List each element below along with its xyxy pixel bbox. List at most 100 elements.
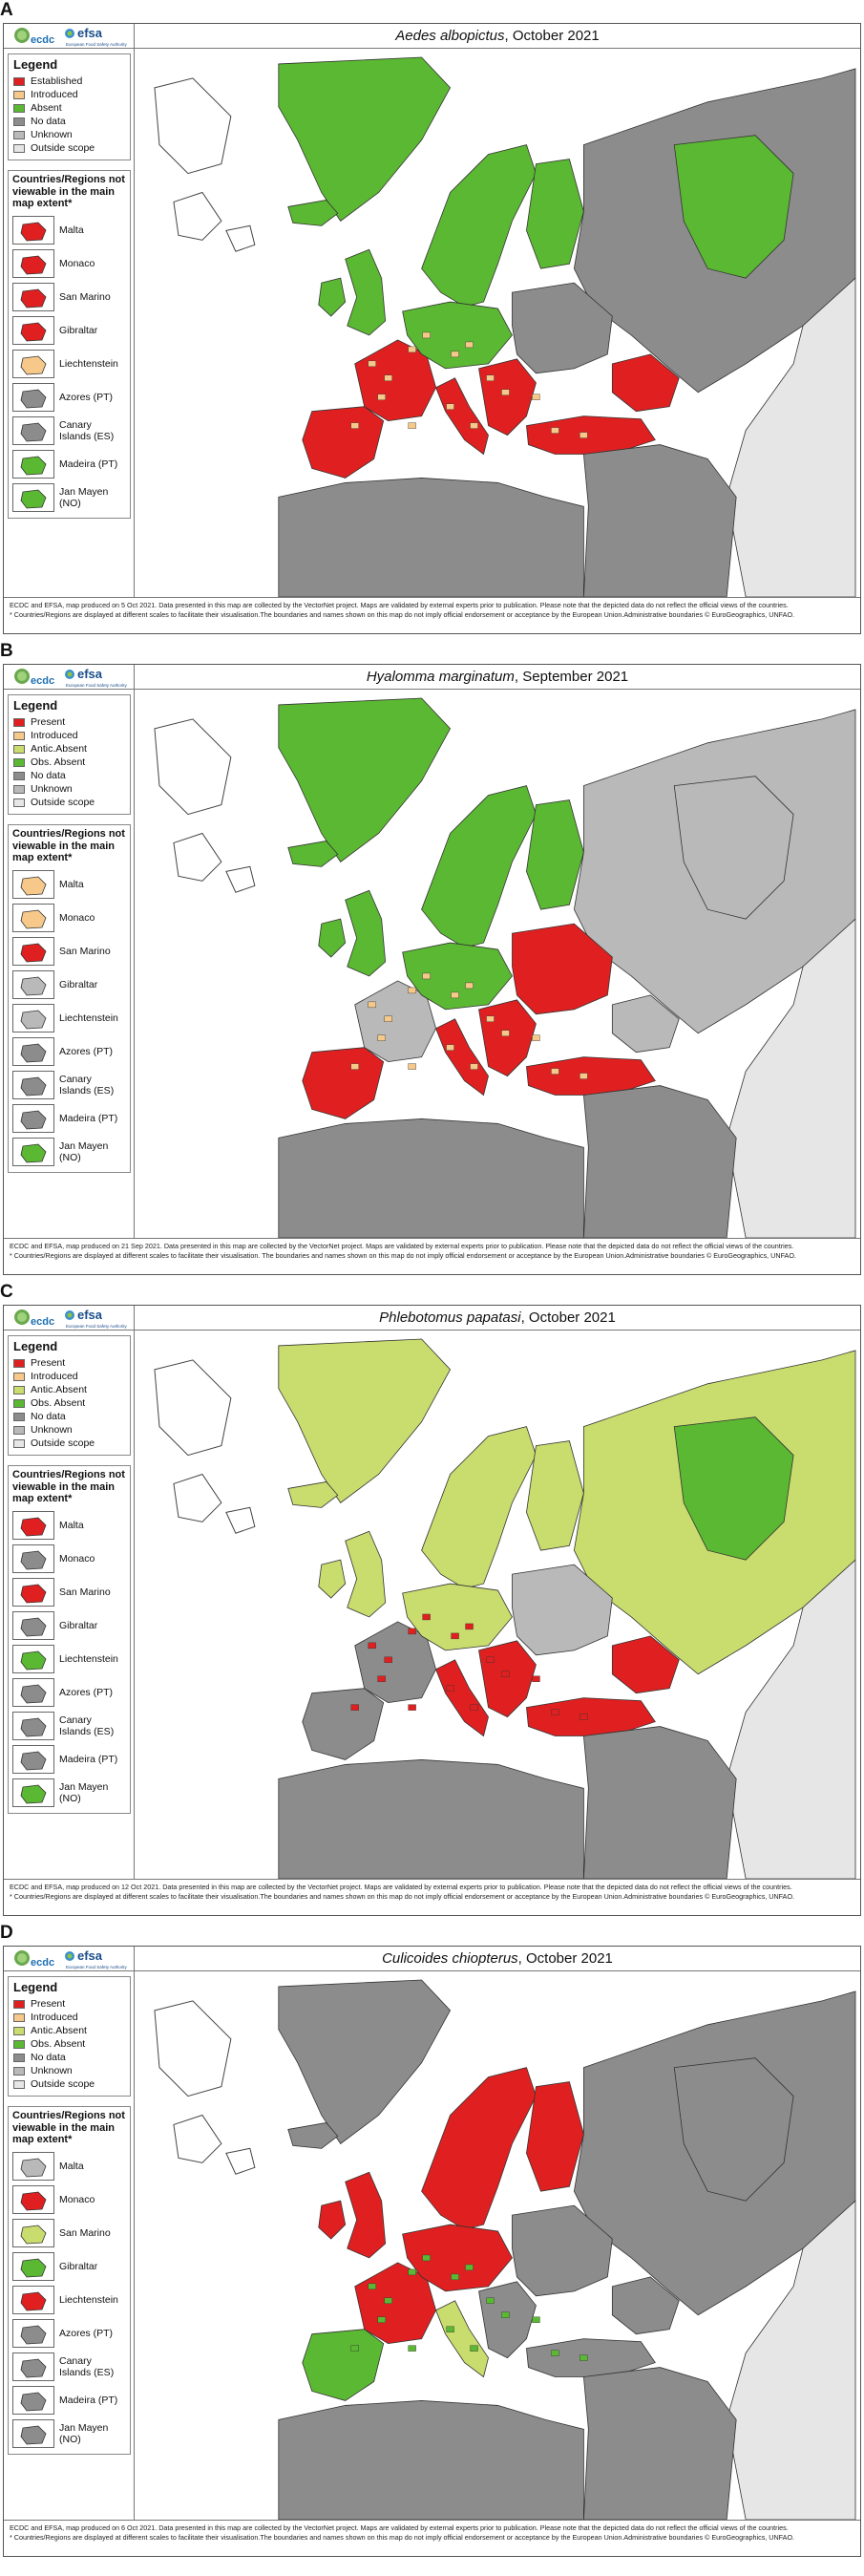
- subregion-patch: [408, 1704, 416, 1711]
- subregion-patch: [551, 1709, 559, 1715]
- inset-title: Countries/Regions not viewable in the ma…: [12, 2110, 125, 2145]
- region-finland: [526, 799, 584, 910]
- inset-map-icon: [12, 1778, 54, 1807]
- outline-land: [173, 191, 222, 241]
- species-name: Aedes albopictus: [395, 28, 505, 44]
- region-central-europe: [402, 2224, 513, 2292]
- subregion-patch: [422, 1613, 431, 1621]
- outline-land: [225, 865, 256, 893]
- legend-sidebar: Legend Present Introduced Antic.Absent Obs. …: [4, 1331, 135, 1879]
- region-eastern-europe: [512, 923, 613, 1015]
- region-middle-east: [582, 444, 737, 597]
- inset-label: San Marino: [59, 291, 111, 303]
- legend-swatch: [13, 90, 25, 99]
- subregion-patch: [377, 1034, 386, 1041]
- legend-item: Antic.Absent: [13, 2024, 125, 2037]
- inset-item: Gibraltar: [12, 969, 126, 1002]
- inset-label: Malta: [59, 2161, 84, 2172]
- title-bar: ecdc efsa European Food Safety Authority Ae…: [4, 24, 860, 49]
- region-russia-east: [726, 277, 856, 597]
- legend-item: Unknown: [13, 128, 125, 141]
- legend-label: No data: [31, 116, 66, 127]
- europe-map: [136, 1972, 860, 2520]
- region-greenland: [278, 697, 452, 862]
- species-name: Phlebotomus papatasi: [379, 1309, 521, 1326]
- title-bar: ecdc efsa European Food Safety Authority Cu…: [4, 1947, 860, 1971]
- region-north-africa: [278, 2400, 584, 2520]
- inset-label: Malta: [59, 1520, 84, 1531]
- region-central-europe: [402, 942, 513, 1011]
- inset-label: Gibraltar: [59, 979, 98, 990]
- legend-item: Obs. Absent: [13, 2037, 125, 2051]
- inset-label: Monaco: [59, 2194, 95, 2205]
- region-russia-inner: [673, 2057, 794, 2202]
- legend-swatch: [13, 1398, 25, 1408]
- subregion-patch: [350, 1704, 359, 1711]
- map-frame: ecdc efsa European Food Safety Authority Ph…: [3, 1305, 861, 1916]
- subregion-patch: [470, 2345, 478, 2352]
- inset-map-icon: [12, 2386, 54, 2415]
- subregion-patch: [486, 1015, 495, 1022]
- inset-regions: Countries/Regions not viewable in the ma…: [8, 824, 131, 1173]
- footer-line: ECDC and EFSA, map produced on 21 Sep 20…: [10, 1242, 794, 1250]
- inset-map-icon: [12, 2252, 54, 2281]
- inset-label: San Marino: [59, 2227, 111, 2239]
- inset-map-icon: [12, 1645, 54, 1673]
- inset-item: San Marino: [12, 2217, 126, 2250]
- inset-item: Jan Mayen (NO): [12, 1136, 126, 1169]
- inset-label: Madeira (PT): [59, 1113, 118, 1124]
- legend-label: Outside scope: [31, 1437, 95, 1449]
- inset-label: Malta: [59, 879, 84, 890]
- subregion-patch: [350, 422, 359, 429]
- inset-title: Countries/Regions not viewable in the ma…: [12, 828, 125, 863]
- legend-title: Legend: [13, 698, 58, 713]
- map-frame: ecdc efsa European Food Safety Authority Cu…: [3, 1946, 861, 2557]
- inset-item: Azores (PT): [12, 1035, 126, 1069]
- inset-item: Madeira (PT): [12, 448, 126, 481]
- region-iceland: [287, 1481, 339, 1508]
- inset-label: Liechtenstein: [59, 358, 118, 370]
- inset-label: Jan Mayen (NO): [59, 1781, 109, 1804]
- subregion-patch: [451, 351, 459, 358]
- inset-map-icon: [12, 283, 54, 311]
- subregion-patch: [408, 422, 416, 429]
- legend: Legend Established Introduced Absent No data…: [8, 53, 131, 160]
- region-eastern-europe: [512, 1564, 613, 1656]
- svg-text:ecdc: ecdc: [31, 1957, 54, 1969]
- region-ireland: [318, 1559, 347, 1599]
- inset-map-icon: [12, 249, 54, 278]
- inset-item: Madeira (PT): [12, 2384, 126, 2417]
- svg-text:ecdc: ecdc: [31, 675, 54, 687]
- legend-item: Established: [13, 75, 125, 88]
- legend-label: Unknown: [31, 2065, 73, 2076]
- legend-item: Unknown: [13, 782, 125, 796]
- inset-label: Canary Islands (ES): [59, 1714, 115, 1737]
- region-north-africa: [278, 1118, 584, 1238]
- subregion-patch: [486, 2297, 495, 2304]
- legend-label: Outside scope: [31, 142, 95, 154]
- inset-label: Canary Islands (ES): [59, 419, 115, 442]
- footer-line: ECDC and EFSA, map produced on 5 Oct 202…: [10, 601, 789, 609]
- inset-map-icon: [12, 1511, 54, 1540]
- legend-label: No data: [31, 2052, 66, 2063]
- ecdc-logo: ecdc: [11, 667, 59, 688]
- legend-label: Present: [31, 716, 66, 728]
- inset-map-icon: [12, 1611, 54, 1640]
- legend-swatch: [13, 1385, 25, 1394]
- legend-label: Outside scope: [31, 797, 95, 808]
- inset-item: Monaco: [12, 1543, 126, 1576]
- inset-item: Jan Mayen (NO): [12, 481, 126, 515]
- inset-label: Malta: [59, 224, 84, 236]
- inset-item: Gibraltar: [12, 314, 126, 348]
- inset-label: Azores (PT): [59, 2328, 114, 2339]
- inset-item: Canary Islands (ES): [12, 1069, 126, 1102]
- inset-regions: Countries/Regions not viewable in the ma…: [8, 170, 131, 519]
- legend-label: Antic.Absent: [31, 2025, 87, 2036]
- region-greenland: [278, 1338, 452, 1503]
- outline-land: [225, 224, 256, 252]
- subregion-patch: [408, 987, 416, 994]
- region-russia-east: [726, 1559, 856, 1879]
- legend-label: No data: [31, 1411, 66, 1422]
